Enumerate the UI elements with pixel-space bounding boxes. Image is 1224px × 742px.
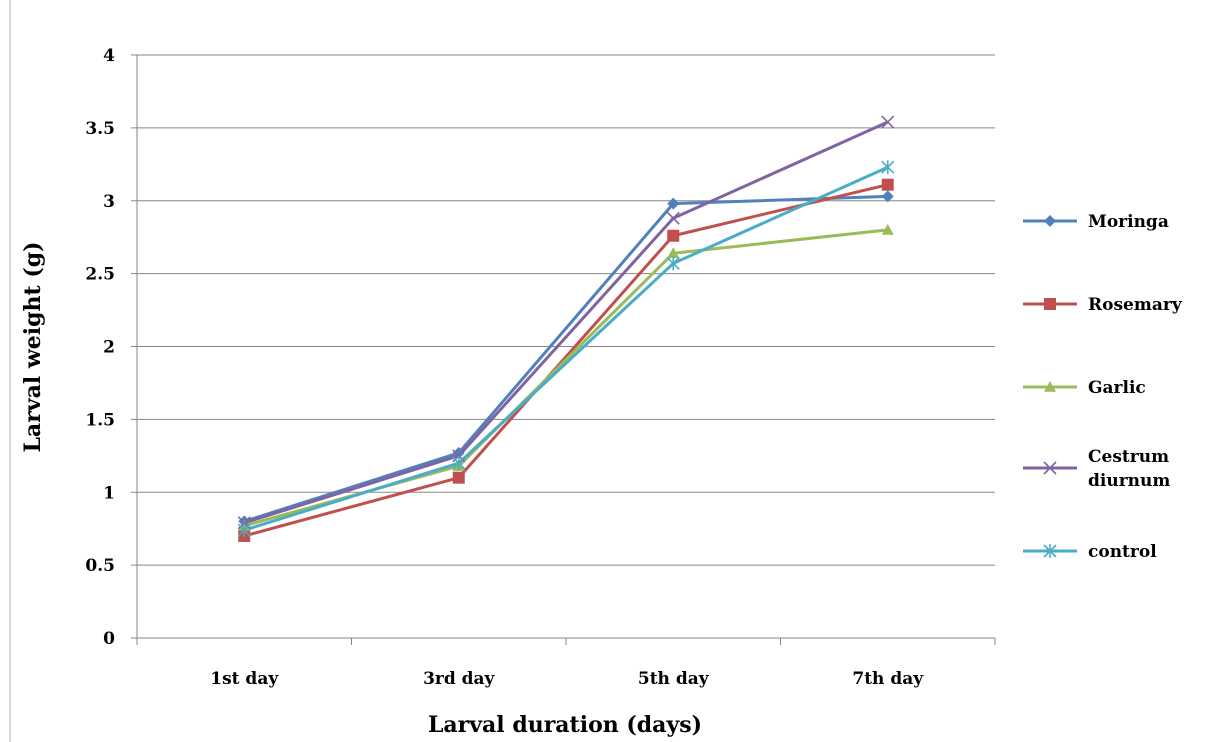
legend: Moringa Rosemary Garlic Cestrum diurnum contr… (1023, 212, 1183, 562)
y-axis-title: Larval weight (g) (20, 241, 46, 452)
legend-marker-2 (1044, 381, 1056, 392)
data-point-2-2 (667, 247, 680, 259)
data-point-4-0 (237, 523, 251, 538)
data-point-0-3 (881, 190, 894, 203)
data-point-0-2 (667, 197, 680, 210)
gridlines (137, 54, 995, 566)
data-point-4-3 (881, 160, 895, 175)
series-group (237, 115, 895, 542)
x-tick-label: 5th day (638, 669, 710, 689)
x-tick-label: 3rd day (423, 669, 495, 689)
y-tick-label: 0 (103, 629, 115, 649)
data-point-3-3 (881, 115, 895, 129)
legend-label: control (1088, 542, 1157, 562)
series-line-0 (243, 194, 888, 523)
y-tick-label: 3.5 (85, 119, 115, 139)
legend-label: Garlic (1088, 378, 1146, 398)
data-point-1-1 (452, 471, 465, 484)
legend-marker-4 (1043, 544, 1057, 558)
axes (136, 55, 995, 639)
series-line-1 (243, 183, 889, 538)
legend-label: Rosemary (1088, 295, 1183, 315)
series-line-2 (243, 228, 888, 528)
y-tick-label: 0.5 (85, 556, 115, 576)
x-tick-label: 1st day (210, 669, 279, 689)
y-tick-label: 2 (103, 338, 115, 358)
y-tick-label: 4 (103, 46, 115, 66)
y-tick-label: 1.5 (85, 410, 115, 430)
legend-marker-0 (1044, 215, 1056, 227)
data-point-0-1 (452, 446, 465, 459)
y-tick-label: 1 (103, 483, 115, 503)
data-point-4-1 (452, 456, 466, 471)
x-tick-label: 7th day (852, 669, 924, 689)
series-line-3 (243, 120, 889, 525)
legend-marker-3 (1043, 461, 1057, 475)
legend-label: Moringa (1088, 212, 1169, 232)
legend-label: Cestrum (1088, 447, 1169, 467)
series-line-4 (243, 165, 889, 532)
data-point-1-2 (667, 229, 680, 242)
x-axis-title: Larval duration (days) (428, 712, 702, 738)
data-point-4-2 (666, 256, 680, 271)
y-tick-label: 3 (103, 192, 115, 212)
data-point-1-3 (881, 178, 894, 191)
x-axis-ticks: 1st day 3rd day 5th day 7th day (136, 638, 996, 689)
legend-label: diurnum (1088, 471, 1170, 491)
data-point-3-2 (666, 211, 680, 225)
legend-marker-1 (1044, 298, 1056, 310)
y-tick-label: 2.5 (85, 265, 115, 285)
data-point-2-3 (881, 223, 894, 235)
y-axis-ticks: 0 0.5 1 1.5 2 2.5 3 3.5 4 (85, 46, 137, 649)
